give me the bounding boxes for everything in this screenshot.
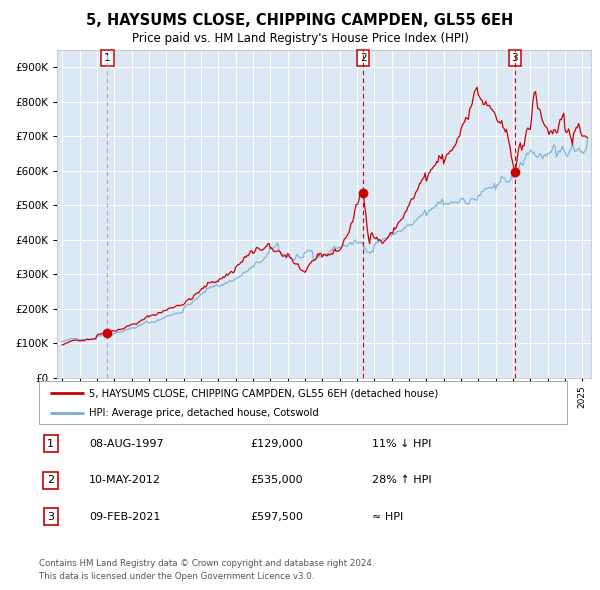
Text: £129,000: £129,000 xyxy=(250,439,303,448)
Text: 1: 1 xyxy=(47,439,54,448)
Text: This data is licensed under the Open Government Licence v3.0.: This data is licensed under the Open Gov… xyxy=(39,572,314,581)
Text: ≈ HPI: ≈ HPI xyxy=(371,512,403,522)
Text: 1: 1 xyxy=(104,389,110,399)
Text: 2: 2 xyxy=(360,389,367,399)
Text: 1: 1 xyxy=(104,53,110,63)
Text: HPI: Average price, detached house, Cotswold: HPI: Average price, detached house, Cots… xyxy=(89,408,319,418)
Text: 3: 3 xyxy=(47,512,54,522)
Text: Contains HM Land Registry data © Crown copyright and database right 2024.: Contains HM Land Registry data © Crown c… xyxy=(39,559,374,568)
Text: 2: 2 xyxy=(360,53,367,63)
Text: 09-FEB-2021: 09-FEB-2021 xyxy=(89,512,161,522)
Text: 3: 3 xyxy=(512,389,518,399)
Text: £535,000: £535,000 xyxy=(250,476,303,485)
Text: 10-MAY-2012: 10-MAY-2012 xyxy=(89,476,161,485)
Text: £597,500: £597,500 xyxy=(250,512,303,522)
Text: 3: 3 xyxy=(512,53,518,63)
Text: 11% ↓ HPI: 11% ↓ HPI xyxy=(371,439,431,448)
Text: 28% ↑ HPI: 28% ↑ HPI xyxy=(371,476,431,485)
Text: 5, HAYSUMS CLOSE, CHIPPING CAMPDEN, GL55 6EH: 5, HAYSUMS CLOSE, CHIPPING CAMPDEN, GL55… xyxy=(86,13,514,28)
Text: 08-AUG-1997: 08-AUG-1997 xyxy=(89,439,164,448)
Text: 5, HAYSUMS CLOSE, CHIPPING CAMPDEN, GL55 6EH (detached house): 5, HAYSUMS CLOSE, CHIPPING CAMPDEN, GL55… xyxy=(89,388,439,398)
Text: Price paid vs. HM Land Registry's House Price Index (HPI): Price paid vs. HM Land Registry's House … xyxy=(131,32,469,45)
Text: 2: 2 xyxy=(47,476,54,485)
